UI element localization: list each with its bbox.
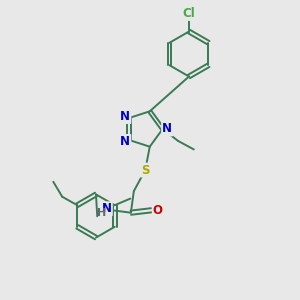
Text: N: N bbox=[102, 202, 112, 215]
Text: N: N bbox=[162, 122, 172, 136]
Text: N: N bbox=[120, 110, 130, 123]
Text: S: S bbox=[141, 164, 149, 177]
Text: N: N bbox=[120, 135, 130, 148]
Text: O: O bbox=[153, 204, 163, 217]
Text: H: H bbox=[97, 208, 106, 218]
Text: Cl: Cl bbox=[183, 7, 195, 20]
